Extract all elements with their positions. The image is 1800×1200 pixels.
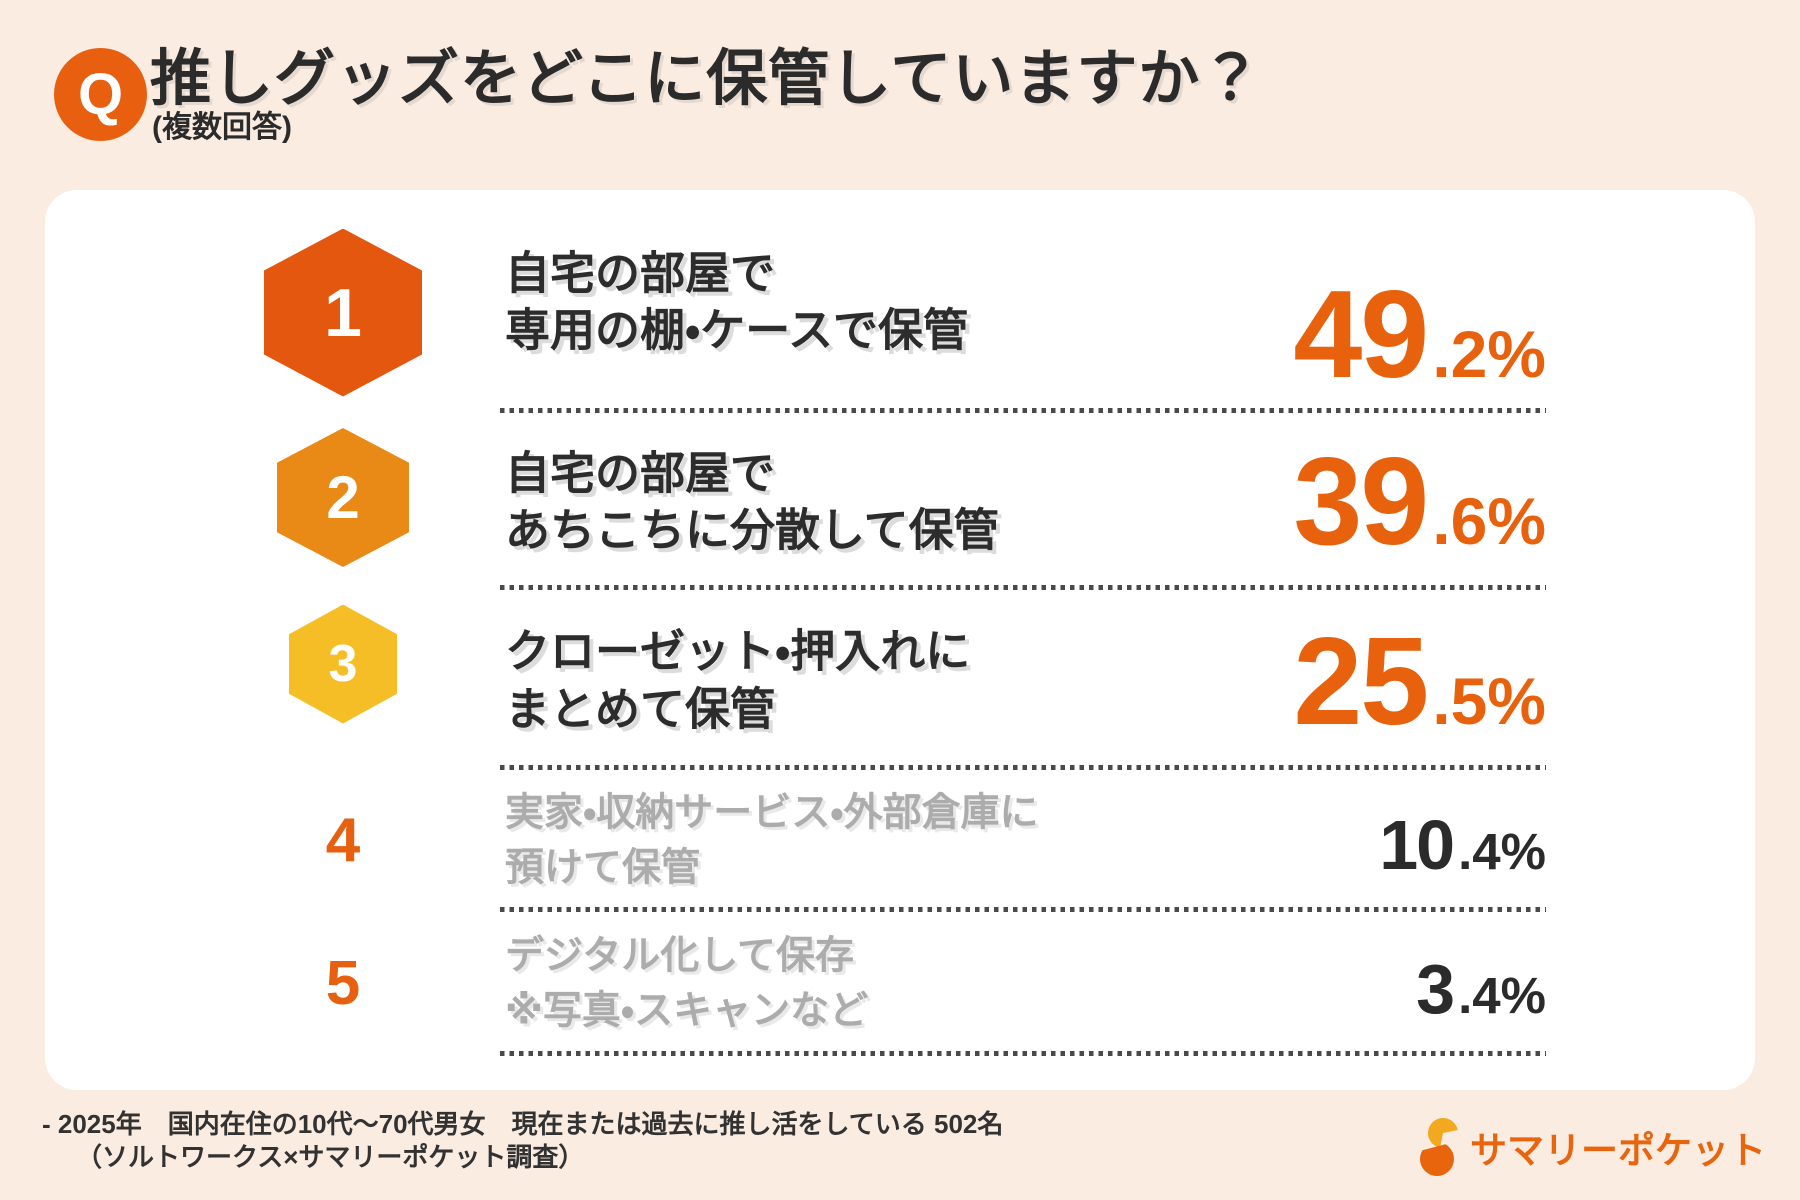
ranking-row-2: 2 自宅の部屋で あちこちに分散して保管 39.6% xyxy=(45,413,1755,590)
sumally-pocket-logo: サマリーポケット xyxy=(1420,1118,1766,1176)
rank-4-column: 4 xyxy=(253,770,433,912)
percent-1-integer: 49 xyxy=(1293,266,1429,404)
percent-value-3: 25.5% xyxy=(1293,620,1546,744)
percent-5-integer: 3 xyxy=(1416,950,1455,1028)
answer-label-2: 自宅の部屋で あちこちに分散して保管 xyxy=(505,444,999,559)
percent-value-4: 10.4% xyxy=(1379,810,1546,880)
percent-value-5: 3.4% xyxy=(1416,954,1546,1024)
rank-4-number: 4 xyxy=(325,806,361,875)
question-badge-label: Q xyxy=(77,62,124,127)
page-title: 推しグッズをどこに保管していますか？ xyxy=(150,44,1263,112)
rank-3-column: 3 xyxy=(253,590,433,770)
rank-3-number: 3 xyxy=(328,635,358,693)
sumally-pocket-logo-text: サマリーポケット xyxy=(1470,1130,1766,1171)
answer-label-5-line1: デジタル化して保存 xyxy=(505,934,855,978)
percent-value-2: 39.6% xyxy=(1293,440,1546,564)
answer-label-3: クローゼット・押入れに まとめて保管 xyxy=(505,622,970,737)
percent-3-fraction: .5% xyxy=(1432,664,1546,738)
percent-2-fraction: .6% xyxy=(1432,484,1546,558)
answer-label-4: 実家・収納サービス・外部倉庫に 預けて保管 xyxy=(505,786,1039,897)
rank-1-column: 1 xyxy=(253,190,433,413)
rank-3-hexagon-badge: 3 xyxy=(289,604,397,724)
answer-label-4-line1: 実家・収納サービス・外部倉庫に xyxy=(505,791,1039,835)
ranking-card: 1 自宅の部屋で 専用の棚・ケースで保管 49.2% 2 自宅の部屋で あちこち… xyxy=(45,190,1755,1090)
ranking-row-1: 1 自宅の部屋で 専用の棚・ケースで保管 49.2% xyxy=(45,190,1755,413)
logo-yellow-circle-shape xyxy=(1428,1118,1458,1148)
answer-label-1-line2: 専用の棚・ケースで保管 xyxy=(505,304,969,356)
answer-label-4-line2: 預けて保管 xyxy=(505,847,701,890)
survey-footnote-line1: - 2025年 国内在住の10代～70代男女 現在または過去に推し活をしている … xyxy=(42,1109,1004,1139)
percent-4-fraction: .4% xyxy=(1458,823,1546,880)
rank-1-hexagon-badge: 1 xyxy=(264,228,422,397)
rank-2-hexagon-badge: 2 xyxy=(277,428,409,567)
survey-footnote-line2: （ソルトワークス×サマリーポケット調査） xyxy=(76,1141,585,1172)
page-subtitle: (複数回答) xyxy=(152,111,292,144)
question-badge: Q xyxy=(54,48,147,141)
percent-value-1: 49.2% xyxy=(1293,273,1546,397)
answer-label-2-line1: 自宅の部屋で xyxy=(505,446,776,498)
ranking-row-4: 4 実家・収納サービス・外部倉庫に 預けて保管 10.4% xyxy=(45,770,1755,912)
sumally-pocket-logo-icon xyxy=(1420,1118,1458,1176)
percent-4-integer: 10 xyxy=(1379,806,1455,884)
answer-label-3-line1: クローゼット・押入れに xyxy=(505,625,971,677)
percent-2-integer: 39 xyxy=(1293,433,1429,571)
ranking-row-5: 5 デジタル化して保存 ※写真・スキャンなど 3.4% xyxy=(45,912,1755,1056)
answer-label-3-line2: まとめて保管 xyxy=(505,683,776,734)
logo-orange-halfdisc-shape xyxy=(1420,1142,1454,1176)
rank-2-column: 2 xyxy=(253,413,433,590)
rank-5-number: 5 xyxy=(325,949,361,1018)
answer-label-2-line2: あちこちに分散して保管 xyxy=(505,504,999,556)
rank-1-number: 1 xyxy=(324,274,362,351)
percent-3-integer: 25 xyxy=(1293,613,1429,751)
answer-label-5: デジタル化して保存 ※写真・スキャンなど xyxy=(505,929,868,1040)
rank-2-number: 2 xyxy=(326,463,360,531)
percent-5-fraction: .4% xyxy=(1458,967,1546,1024)
answer-label-1: 自宅の部屋で 専用の棚・ケースで保管 xyxy=(505,244,968,359)
survey-footnote: - 2025年 国内在住の10代～70代男女 現在または過去に推し活をしている … xyxy=(42,1108,1003,1173)
answer-label-5-line2: ※写真・スキャンなど xyxy=(505,990,869,1033)
percent-1-fraction: .2% xyxy=(1432,317,1546,391)
rank-5-column: 5 xyxy=(253,912,433,1056)
answer-label-1-line1: 自宅の部屋で xyxy=(505,246,776,298)
ranking-row-3: 3 クローゼット・押入れに まとめて保管 25.5% xyxy=(45,590,1755,770)
